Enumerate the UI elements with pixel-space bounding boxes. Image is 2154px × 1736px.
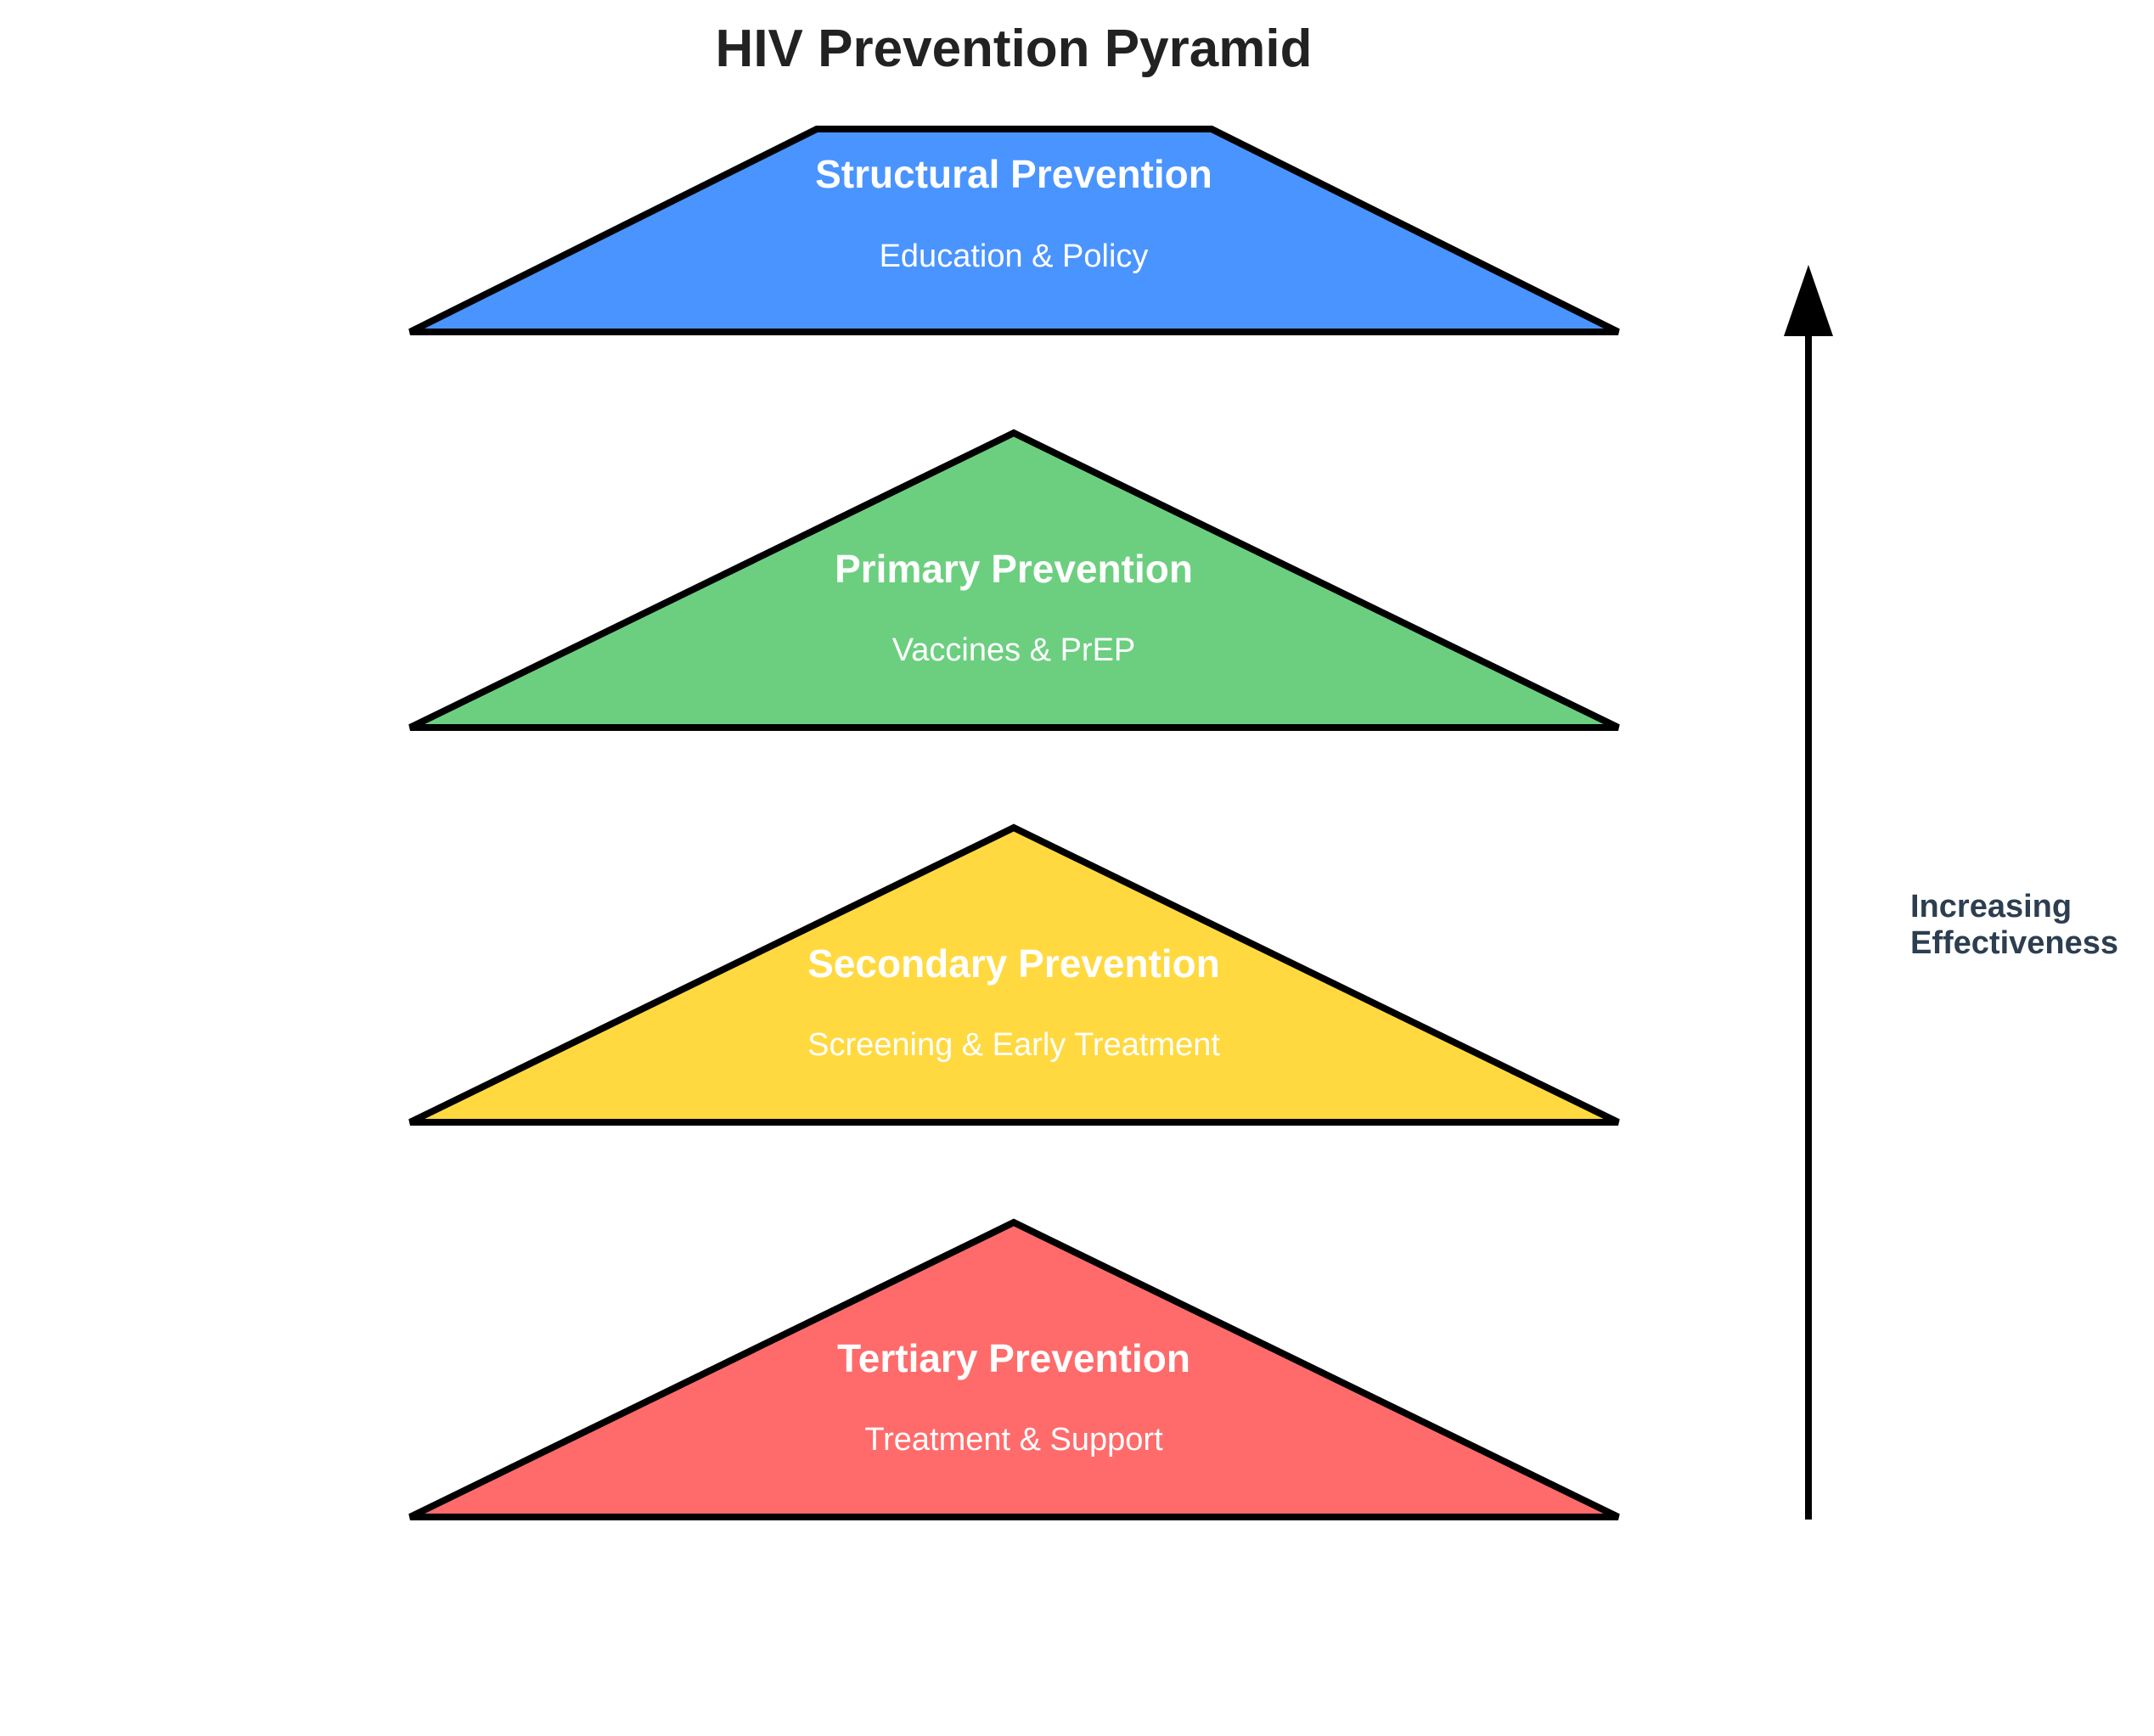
tier-primary: Primary Prevention Vaccines & PrEP (408, 429, 1620, 731)
tier-label: Secondary Prevention (807, 941, 1220, 986)
arrow-up-icon (1784, 265, 1833, 336)
tier-description: Vaccines & PrEP (892, 632, 1136, 668)
axis-label-line-1: Increasing (1910, 889, 2072, 924)
tier-shape (408, 1218, 1620, 1520)
tier-shape (408, 823, 1620, 1126)
tier-description: Treatment & Support (864, 1422, 1163, 1458)
tier-label: Primary Prevention (835, 547, 1193, 591)
tier-shape (408, 126, 1620, 335)
tier-description: Screening & Early Treatment (807, 1027, 1220, 1063)
tier-label: Structural Prevention (815, 152, 1212, 196)
axis-label-line-2: Effectiveness (1910, 925, 2118, 961)
effectiveness-arrow (1784, 265, 1833, 1520)
tier-label: Tertiary Prevention (837, 1336, 1190, 1380)
tier-description: Education & Policy (880, 239, 1149, 274)
tier-shape (408, 429, 1620, 731)
tier-secondary: Secondary Prevention Screening & Early T… (408, 823, 1620, 1126)
page-title: HIV Prevention Pyramid (716, 20, 1313, 78)
tier-tertiary: Tertiary Prevention Treatment & Support (408, 1218, 1620, 1520)
tier-structural: Structural Prevention Education & Policy (408, 126, 1620, 335)
axis-label: Increasing Effectiveness (1910, 889, 2118, 961)
